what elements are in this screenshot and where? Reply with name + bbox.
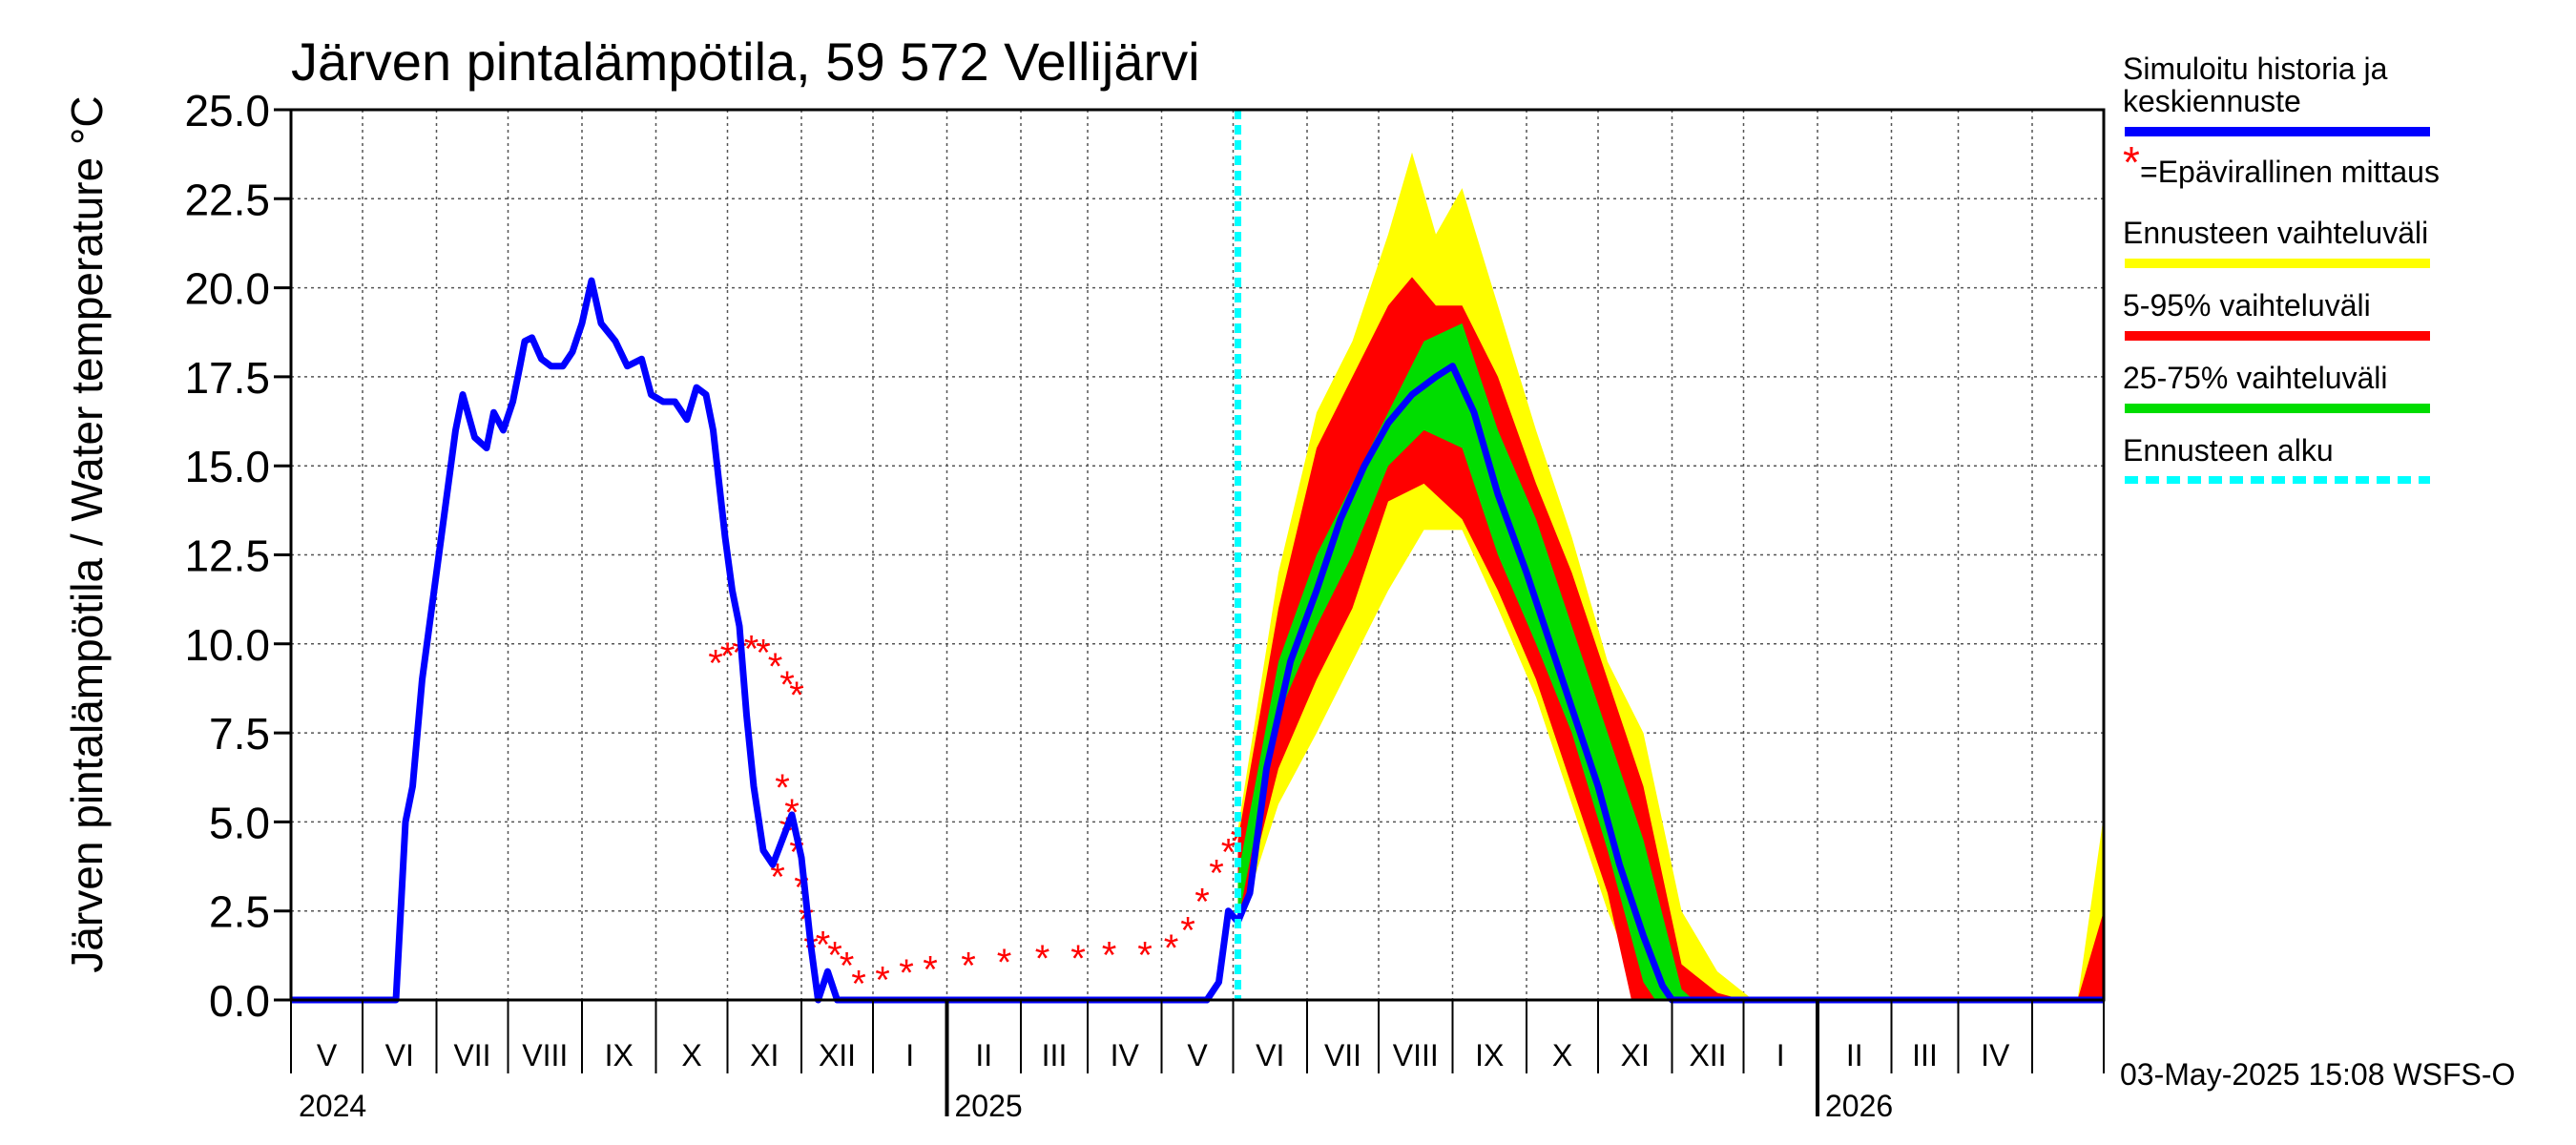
measurement-marker: * [1180, 909, 1195, 951]
x-tick-label-month: II [975, 1038, 992, 1072]
legend-item-mean: Simuloitu historia ja keskiennuste [2123, 52, 2571, 136]
measurement-marker: * [875, 960, 890, 1002]
legend-swatch-forecast-start [2125, 476, 2430, 484]
chart-title: Järven pintalämpötila, 59 572 Vellijärvi [291, 31, 1200, 92]
measurement-marker: * [789, 675, 804, 717]
x-tick-label-month: I [905, 1038, 914, 1072]
measurement-marker: * [1070, 938, 1086, 980]
measurement-marker: * [744, 629, 759, 671]
measurement-marker: * [997, 942, 1012, 984]
x-tick-label-month: XI [1621, 1038, 1650, 1072]
x-tick-label-month: XI [750, 1038, 779, 1072]
y-tick-label: 12.5 [184, 531, 270, 581]
x-tick-label-month: III [1042, 1038, 1068, 1072]
measurement-marker: * [1231, 821, 1246, 863]
y-tick-label: 22.5 [184, 175, 270, 224]
x-tick-label-month: IV [1981, 1038, 2010, 1072]
measurement-marker: * [1102, 934, 1117, 976]
x-tick-label-month: I [1776, 1038, 1785, 1072]
measurement-marker: * [1164, 927, 1179, 969]
y-tick-label: 20.0 [184, 264, 270, 314]
x-tick-label-month: VI [385, 1038, 414, 1072]
x-tick-label-year: 2024 [299, 1089, 366, 1123]
band-forecast-range [1237, 152, 2104, 1000]
legend-label-mean-line2: keskiennuste [2123, 84, 2301, 118]
measurement-marker: * [779, 664, 795, 706]
y-tick-label: 0.0 [209, 976, 270, 1026]
x-tick-label-month: VII [1324, 1038, 1361, 1072]
legend-item-forecast-range: Ennusteen vaihteluväli [2123, 216, 2430, 268]
legend-item-forecast-start: Ennusteen alku [2123, 433, 2430, 484]
legend-label-25-75: 25-75% vaihteluväli [2123, 361, 2388, 395]
measurement-marker: * [851, 963, 866, 1005]
legend-label-5-95: 5-95% vaihteluväli [2123, 288, 2371, 323]
legend-label-mean-line1: Simuloitu historia ja [2123, 52, 2388, 86]
x-tick-label-month: XII [1689, 1038, 1726, 1072]
y-tick-label: 25.0 [184, 86, 270, 135]
x-tick-label-month: X [681, 1038, 701, 1072]
legend-swatch-mean [2125, 127, 2430, 136]
x-tick-label-year: 2026 [1825, 1089, 1893, 1123]
plot-frame [289, 108, 2106, 1002]
legend: Simuloitu historia ja keskiennuste * =Ep… [2123, 52, 2571, 484]
x-tick-label-month: X [1552, 1038, 1572, 1072]
measurement-marker: * [720, 635, 736, 677]
x-tick-label-month: IX [1475, 1038, 1504, 1072]
measurement-marker: * [1195, 882, 1210, 924]
y-tick-label: 7.5 [209, 709, 270, 759]
x-tick-label-month: VI [1256, 1038, 1284, 1072]
legend-item-25-75: 25-75% vaihteluväli [2123, 361, 2430, 413]
legend-swatch-forecast-range [2125, 259, 2430, 268]
measurement-marker: * [923, 948, 938, 990]
legend-label-forecast-range: Ennusteen vaihteluväli [2123, 216, 2429, 250]
x-tick-label-month: VII [453, 1038, 490, 1072]
measurement-marker: * [840, 946, 855, 988]
timestamp-footer: 03-May-2025 15:08 WSFS-O [2120, 1057, 2516, 1092]
x-tick-label-month: IV [1111, 1038, 1140, 1072]
band-5-95 [1237, 277, 2104, 1000]
series-line-mean [291, 277, 2104, 1004]
measurement-marker: * [768, 646, 783, 688]
measurement-marker: * [1035, 938, 1050, 980]
measurement-marker: * [756, 632, 771, 674]
legend-swatch-5-95 [2125, 331, 2430, 341]
x-tick-label-month: XII [819, 1038, 856, 1072]
legend-marker-measurement: * [2123, 137, 2140, 187]
measurement-marker: * [1137, 934, 1153, 976]
measurement-marker: * [775, 767, 790, 809]
x-tick-label-month: IX [605, 1038, 634, 1072]
x-tick-label-month: V [1187, 1038, 1208, 1072]
legend-label-measurement: =Epävirallinen mittaus [2140, 155, 2440, 189]
legend-swatch-25-75 [2125, 404, 2430, 413]
measurement-marker: * [899, 952, 914, 994]
x-tick-label-month: VIII [522, 1038, 568, 1072]
y-tick-label: 17.5 [184, 353, 270, 403]
measurement-marker: * [708, 642, 723, 684]
y-tick-label: 10.0 [184, 620, 270, 670]
measurement-marker: * [961, 946, 976, 988]
x-tick-label-month: V [317, 1038, 338, 1072]
measurement-marker: * [827, 934, 842, 976]
measurement-marker: * [1221, 831, 1236, 873]
legend-item-5-95: 5-95% vaihteluväli [2123, 288, 2430, 341]
y-tick-label: 5.0 [209, 798, 270, 847]
x-tick-label-month: VIII [1393, 1038, 1439, 1072]
measurement-marker: * [816, 924, 831, 966]
y-tick-label: 15.0 [184, 442, 270, 491]
measurement-marker: * [1209, 853, 1224, 895]
x-tick-label-year: 2025 [955, 1089, 1023, 1123]
x-tick-label-month: II [1846, 1038, 1863, 1072]
x-tick-label-month: III [1912, 1038, 1938, 1072]
y-tick-label: 2.5 [209, 887, 270, 937]
legend-label-forecast-start: Ennusteen alku [2123, 433, 2334, 468]
